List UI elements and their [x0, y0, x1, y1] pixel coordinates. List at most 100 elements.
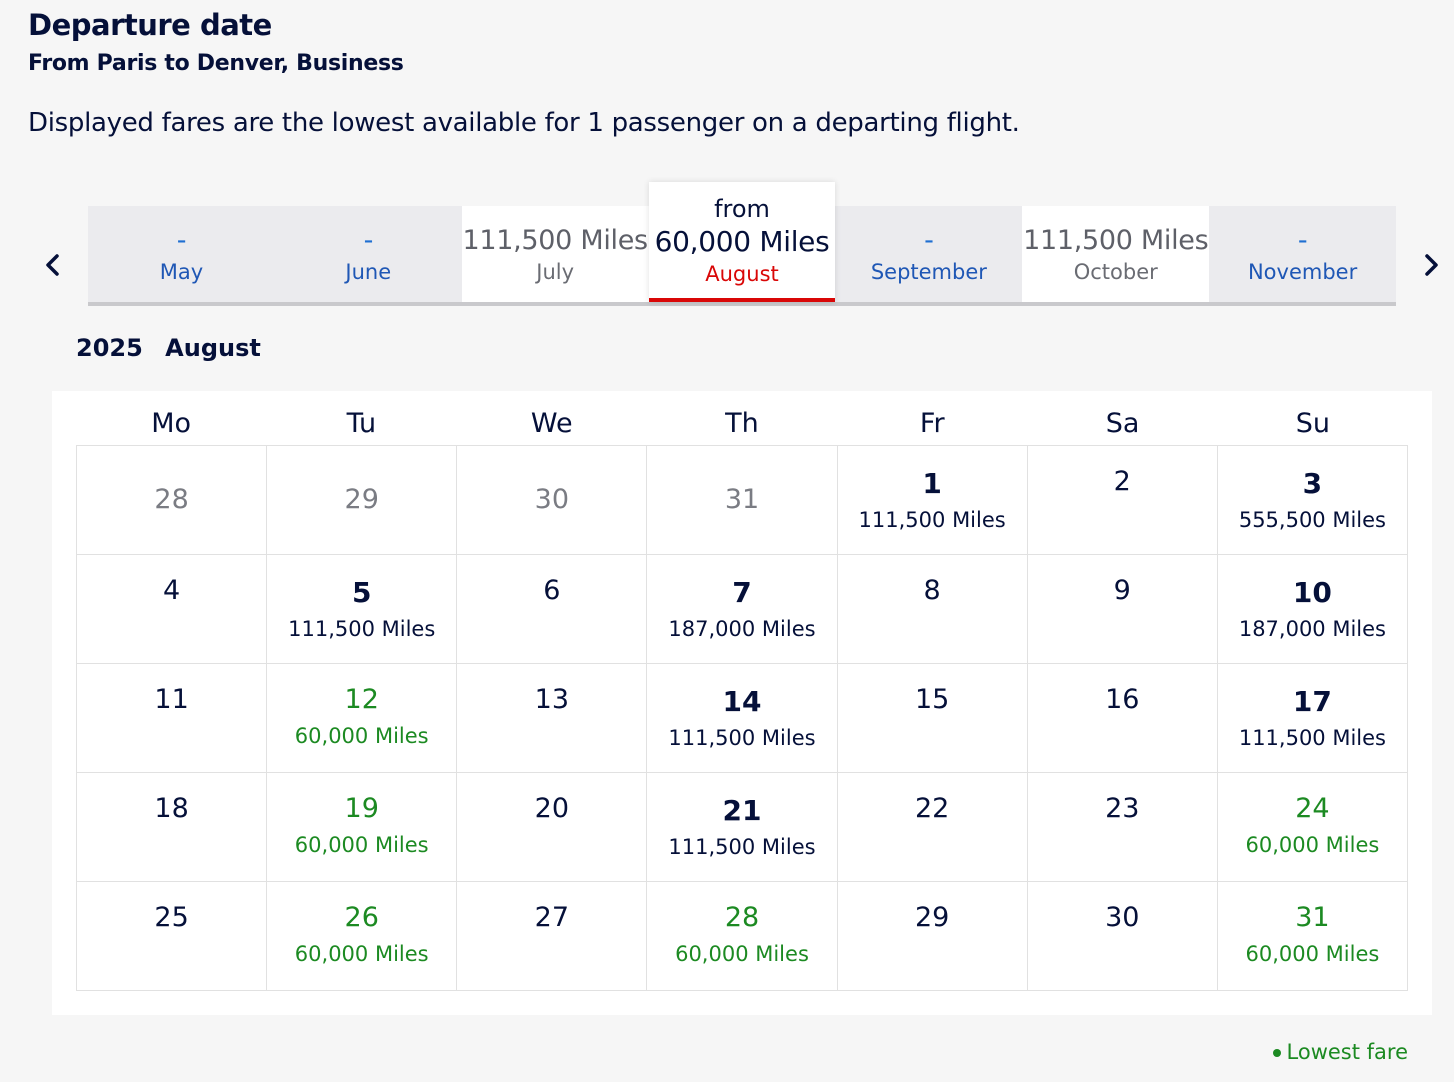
weekday-label: Th — [725, 408, 759, 439]
day-fare: 60,000 Miles — [675, 942, 809, 966]
green-dot-icon — [1272, 1049, 1281, 1057]
day-fare: 111,500 Miles — [858, 508, 1006, 532]
calendar-day-cell: 27 — [457, 882, 648, 991]
month-price: - — [924, 224, 934, 256]
day-fare: 187,000 Miles — [1238, 617, 1386, 641]
day-fare: 60,000 Miles — [1245, 942, 1380, 966]
day-number: 12 — [344, 684, 379, 715]
month-from-label: from — [714, 194, 770, 223]
calendar-day-cell[interactable]: 10 187,000 Miles — [1217, 555, 1408, 664]
calendar-day-cell: 25 — [77, 882, 268, 991]
day-number: 29 — [914, 902, 950, 933]
previous-month-button[interactable] — [38, 250, 68, 280]
calendar-day-cell: 15 — [837, 664, 1028, 773]
day-number: 28 — [724, 902, 760, 933]
day-fare: 111,500 Miles — [288, 617, 436, 641]
calendar-day-cell: 11 — [77, 664, 268, 773]
calendar-day-cell[interactable]: 5 111,500 Miles — [267, 555, 458, 664]
month-price: - — [176, 224, 187, 256]
weekday-label: Tu — [346, 408, 377, 439]
calendar-day-cell[interactable]: 1 111,500 Miles — [837, 446, 1028, 555]
calendar-day-cell: 16 — [1027, 664, 1218, 773]
day-number: 2 — [1113, 466, 1131, 497]
month-name: August — [705, 261, 779, 286]
day-number: 26 — [344, 902, 379, 933]
month-name: October — [1073, 259, 1158, 284]
page-title: Departure date — [28, 8, 272, 42]
calendar-day-cell: 29 — [837, 882, 1028, 991]
day-fare: 111,500 Miles — [1238, 726, 1386, 750]
calendar-day-cell[interactable]: 24 60,000 Miles — [1217, 773, 1408, 882]
month-price: - — [1297, 224, 1308, 256]
calendar-day-cell[interactable]: 7 187,000 Miles — [647, 555, 838, 664]
next-month-button[interactable] — [1416, 250, 1446, 280]
weekday-label: Sa — [1105, 408, 1140, 439]
legend-label: Lowest fare — [1286, 1040, 1408, 1064]
calendar-day-cell: 30 — [1027, 882, 1218, 991]
weekday-header: Mo Tu We Th Fr Sa Su — [76, 391, 1408, 445]
day-number: 5 — [351, 576, 372, 609]
month-tab-september[interactable]: - September — [835, 206, 1022, 302]
day-number: 28 — [154, 484, 189, 515]
day-number: 22 — [914, 793, 950, 824]
calendar-day-cell[interactable]: 12 60,000 Miles — [267, 664, 458, 773]
calendar-day-cell[interactable]: 17 111,500 Miles — [1217, 664, 1408, 773]
calendar-day-cell[interactable]: 14 111,500 Miles — [647, 664, 838, 773]
day-number: 10 — [1292, 576, 1332, 609]
day-number: 19 — [344, 793, 379, 824]
month-tab-june[interactable]: - June — [275, 206, 462, 302]
day-number: 23 — [1105, 793, 1140, 824]
calendar-day-cell[interactable]: 26 60,000 Miles — [267, 882, 458, 991]
day-number: 27 — [534, 902, 570, 933]
day-number: 24 — [1295, 793, 1330, 824]
month-tab-july[interactable]: 111,500 Miles July — [461, 206, 649, 302]
day-number: 31 — [1295, 902, 1330, 933]
day-number: 1 — [922, 467, 942, 500]
month-price: 60,000 Miles — [654, 224, 830, 258]
day-number: 20 — [534, 793, 570, 824]
day-fare: 111,500 Miles — [668, 835, 816, 859]
month-price: 111,500 Miles — [1023, 224, 1209, 256]
calendar-day-cell: 6 — [457, 555, 648, 664]
weekday-label: Fr — [919, 408, 945, 439]
day-number: 29 — [344, 484, 379, 515]
calendar-day-cell: 20 — [457, 773, 648, 882]
month-price: 111,500 Miles — [462, 224, 648, 256]
calendar-day-cell[interactable]: 28 60,000 Miles — [647, 882, 838, 991]
day-number: 18 — [154, 793, 189, 824]
day-number: 16 — [1105, 684, 1140, 715]
calendar-day-cell[interactable]: 3 555,500 Miles — [1217, 446, 1408, 555]
month-name: July — [536, 259, 575, 284]
calendar-day-cell: 9 — [1027, 555, 1218, 664]
day-fare: 111,500 Miles — [668, 726, 816, 750]
day-fare: 60,000 Miles — [294, 942, 429, 966]
day-number: 8 — [923, 575, 941, 606]
day-number: 21 — [722, 794, 762, 827]
calendar-day-cell[interactable]: 19 60,000 Miles — [267, 773, 458, 882]
calendar-day-cell[interactable]: 21 111,500 Miles — [647, 773, 838, 882]
month-tab-may[interactable]: - May — [88, 206, 275, 302]
day-fare: 60,000 Miles — [294, 724, 429, 748]
day-number: 13 — [534, 684, 570, 715]
month-name: September — [870, 259, 987, 284]
calendar-day-cell: 30 — [457, 446, 648, 555]
calendar-day-cell: 4 — [77, 555, 268, 664]
calendar-day-cell[interactable]: 31 60,000 Miles — [1217, 882, 1408, 991]
calendar-day-cell: 28 — [77, 446, 268, 555]
calendar-heading: 2025 August — [76, 334, 261, 362]
weekday-label: Mo — [151, 408, 192, 439]
calendar-day-cell: 8 — [837, 555, 1028, 664]
day-number: 7 — [732, 576, 752, 609]
calendar-day-cell: 2 — [1027, 446, 1218, 555]
month-tab-august[interactable]: from 60,000 Miles August — [648, 182, 836, 302]
day-number: 11 — [154, 684, 189, 715]
chevron-right-icon — [1425, 254, 1438, 276]
day-fare: 60,000 Miles — [294, 833, 429, 857]
route-subtitle: From Paris to Denver, Business — [28, 51, 404, 76]
weekday-label: Su — [1295, 408, 1330, 439]
month-price: - — [363, 224, 374, 256]
day-number: 25 — [154, 902, 189, 933]
calendar-month: August — [165, 334, 261, 362]
month-tab-october[interactable]: 111,500 Miles October — [1022, 206, 1210, 302]
month-tab-november[interactable]: - November — [1209, 206, 1396, 302]
